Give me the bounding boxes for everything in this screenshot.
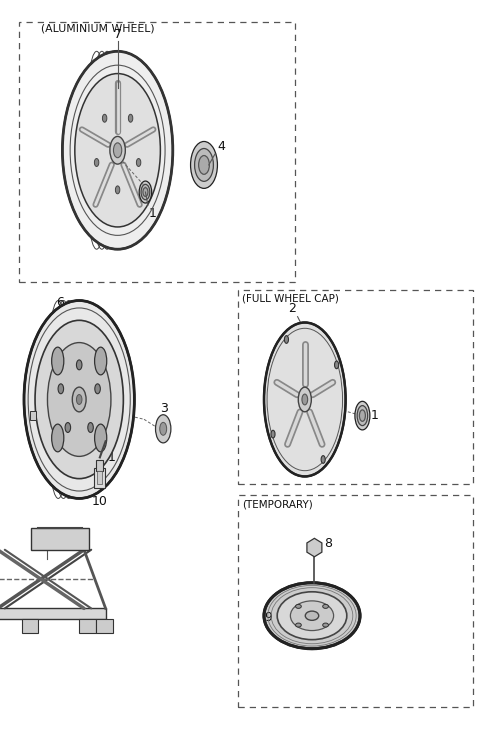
Ellipse shape (357, 405, 368, 426)
Ellipse shape (72, 387, 86, 412)
Bar (79, 619, 96, 633)
Ellipse shape (95, 384, 100, 394)
Bar (238, 290, 473, 484)
Ellipse shape (264, 583, 360, 649)
Ellipse shape (298, 387, 312, 412)
Bar (30, 410, 36, 420)
Bar (22, 619, 38, 633)
Ellipse shape (128, 114, 133, 122)
Text: (TEMPORARY): (TEMPORARY) (242, 500, 313, 510)
Text: 5: 5 (37, 528, 45, 541)
Ellipse shape (160, 422, 167, 435)
Bar (19, 22, 295, 282)
Text: 1: 1 (149, 207, 156, 220)
Ellipse shape (35, 320, 123, 479)
Ellipse shape (88, 422, 93, 432)
Ellipse shape (58, 384, 63, 394)
Ellipse shape (321, 456, 325, 463)
Ellipse shape (139, 181, 152, 203)
Ellipse shape (52, 424, 64, 452)
Ellipse shape (52, 347, 64, 375)
Ellipse shape (136, 158, 141, 166)
Ellipse shape (76, 394, 82, 405)
Ellipse shape (75, 73, 160, 227)
Polygon shape (0, 608, 106, 619)
Text: (ALUMINIUM WHEEL): (ALUMINIUM WHEEL) (41, 23, 155, 34)
Ellipse shape (191, 141, 217, 188)
Ellipse shape (355, 402, 370, 430)
Ellipse shape (143, 188, 148, 196)
Ellipse shape (141, 185, 150, 200)
Ellipse shape (284, 336, 288, 343)
Ellipse shape (194, 149, 214, 181)
Text: 6: 6 (56, 296, 64, 309)
Bar (31, 528, 89, 550)
Bar (96, 460, 103, 471)
Text: 1: 1 (371, 409, 378, 422)
Ellipse shape (271, 430, 275, 438)
Text: 7: 7 (114, 28, 121, 41)
Ellipse shape (115, 186, 120, 194)
Ellipse shape (360, 410, 365, 421)
Ellipse shape (264, 323, 346, 476)
Ellipse shape (113, 143, 122, 158)
Ellipse shape (323, 605, 328, 608)
Text: (FULL WHEEL CAP): (FULL WHEEL CAP) (242, 293, 339, 303)
Text: 1: 1 (108, 451, 115, 464)
Text: 2: 2 (288, 302, 296, 315)
Ellipse shape (95, 347, 107, 375)
Ellipse shape (305, 611, 319, 620)
Bar (94, 468, 105, 488)
Bar (238, 495, 473, 707)
Text: 4: 4 (217, 140, 225, 153)
Ellipse shape (110, 136, 125, 164)
Ellipse shape (156, 415, 171, 443)
Ellipse shape (95, 424, 107, 452)
Ellipse shape (296, 605, 301, 608)
Bar (96, 619, 113, 633)
Ellipse shape (199, 155, 209, 174)
Bar (97, 471, 102, 484)
Text: 8: 8 (324, 537, 332, 550)
Ellipse shape (335, 361, 339, 369)
Text: 3: 3 (160, 402, 168, 415)
Ellipse shape (24, 301, 134, 498)
Ellipse shape (290, 601, 334, 630)
Ellipse shape (277, 592, 347, 640)
Ellipse shape (102, 114, 107, 122)
Ellipse shape (48, 342, 111, 457)
Text: 10: 10 (92, 495, 108, 508)
Ellipse shape (323, 623, 328, 627)
Ellipse shape (65, 422, 71, 432)
Ellipse shape (62, 51, 173, 249)
Polygon shape (307, 538, 322, 557)
Ellipse shape (76, 360, 82, 369)
Ellipse shape (302, 394, 308, 405)
Text: 9: 9 (264, 611, 272, 624)
Ellipse shape (95, 158, 99, 166)
Ellipse shape (296, 623, 301, 627)
